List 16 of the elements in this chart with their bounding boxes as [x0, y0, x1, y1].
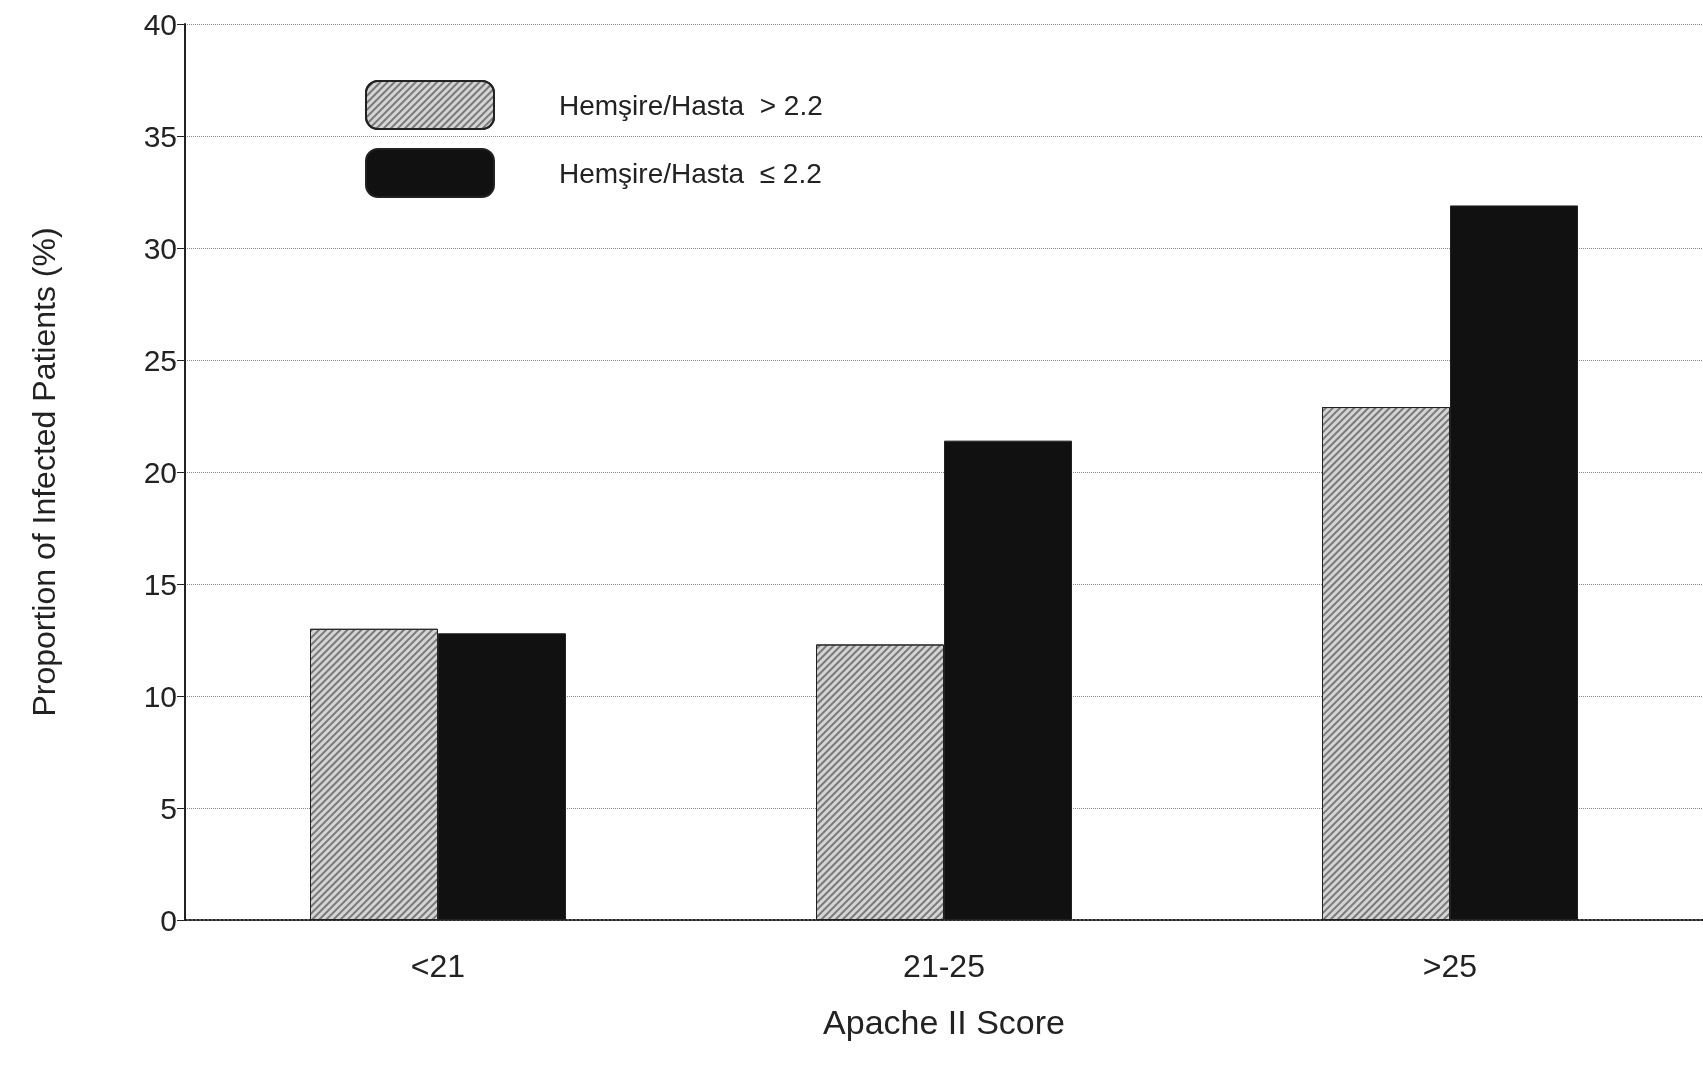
y-tick-label: 30	[143, 231, 177, 265]
legend-label: Hemşire/Hasta ≤ 2.2	[559, 157, 822, 189]
y-tick-label: 20	[143, 455, 177, 489]
y-axis-title: Proportion of Infected Patients (%)	[26, 227, 62, 717]
legend-label: Hemşire/Hasta > 2.2	[559, 89, 823, 121]
y-tick-label: 40	[143, 7, 177, 41]
x-tick-label: >25	[1422, 948, 1478, 984]
y-tick-label: 35	[143, 119, 177, 153]
y-tick-label: 0	[160, 903, 177, 937]
y-tick-label: 10	[143, 679, 177, 713]
y-tick-label: 5	[160, 791, 177, 825]
y-tick-label: 15	[143, 567, 177, 601]
y-tick-label: 25	[143, 343, 177, 377]
x-tick-label: 21-25	[903, 948, 985, 984]
x-tick-label: <21	[410, 948, 466, 984]
x-axis-title: Apache II Score	[823, 1003, 1065, 1041]
